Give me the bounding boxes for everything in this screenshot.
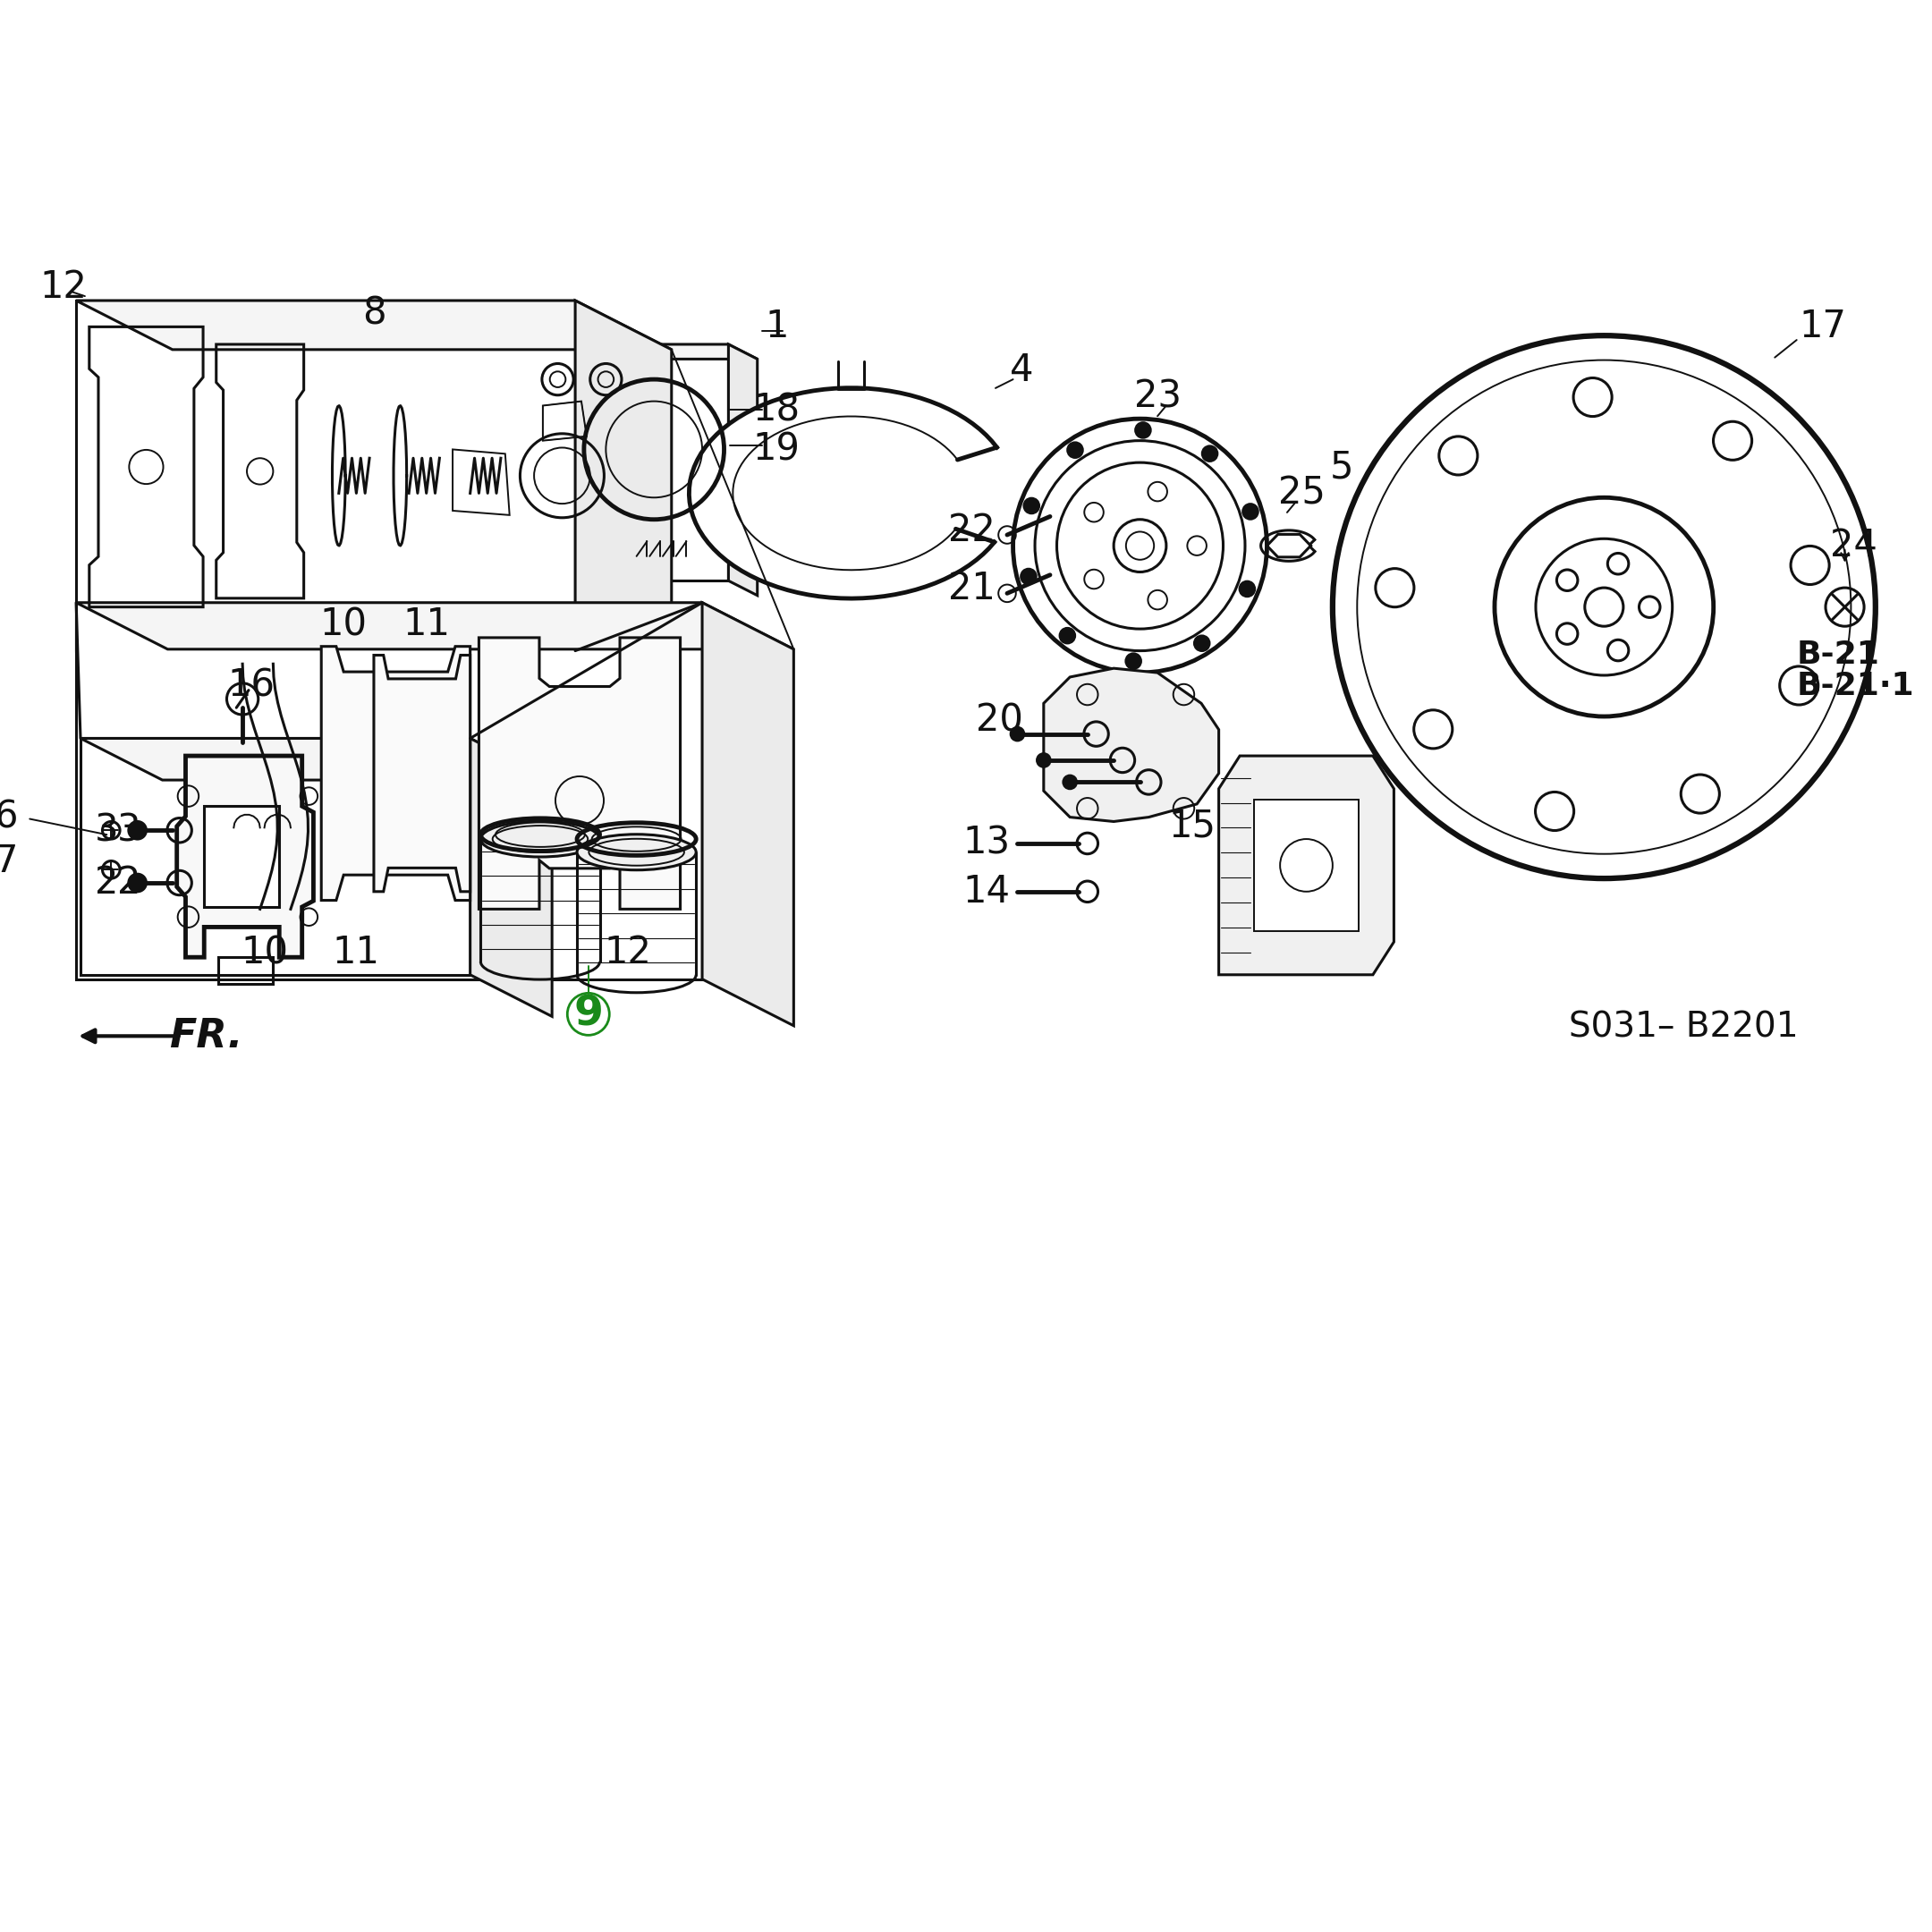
Circle shape (1024, 498, 1039, 514)
Circle shape (1194, 636, 1209, 651)
Text: FR.: FR. (168, 1016, 243, 1055)
Circle shape (1136, 423, 1151, 439)
Ellipse shape (578, 835, 696, 869)
Polygon shape (75, 603, 794, 649)
Circle shape (1037, 753, 1051, 767)
Text: 12: 12 (605, 933, 651, 972)
Text: 11: 11 (402, 607, 450, 643)
Text: 2: 2 (95, 864, 118, 902)
Ellipse shape (481, 821, 599, 858)
Text: 6: 6 (0, 798, 17, 837)
Text: 3: 3 (95, 811, 118, 848)
Circle shape (1059, 628, 1076, 643)
Text: 2: 2 (116, 864, 141, 902)
Circle shape (1238, 582, 1256, 597)
Circle shape (129, 821, 147, 838)
Polygon shape (178, 755, 313, 956)
Circle shape (1020, 568, 1036, 583)
Text: 19: 19 (753, 431, 800, 468)
Text: S031– B2201: S031– B2201 (1569, 1010, 1799, 1045)
Text: 4: 4 (1010, 352, 1034, 390)
Text: 21: 21 (949, 570, 995, 609)
Polygon shape (81, 738, 469, 976)
Text: 22: 22 (949, 512, 995, 549)
Polygon shape (321, 647, 469, 900)
Text: 5: 5 (1329, 448, 1352, 485)
Polygon shape (701, 603, 794, 1026)
Circle shape (1066, 442, 1084, 458)
Text: 1: 1 (765, 307, 788, 346)
Polygon shape (1254, 800, 1358, 931)
Text: 7: 7 (0, 842, 17, 879)
Text: 8: 8 (361, 296, 386, 332)
Text: 13: 13 (962, 825, 1010, 862)
Polygon shape (479, 638, 680, 910)
Text: 10: 10 (242, 933, 288, 972)
Polygon shape (728, 344, 757, 595)
Text: 3: 3 (116, 811, 141, 848)
Circle shape (1242, 504, 1258, 520)
Text: 11: 11 (332, 933, 381, 972)
Polygon shape (75, 603, 701, 980)
Text: 25: 25 (1279, 475, 1325, 512)
Polygon shape (576, 301, 672, 699)
Text: 14: 14 (962, 873, 1010, 910)
Text: 16: 16 (228, 667, 274, 705)
Text: 18: 18 (753, 390, 800, 429)
Text: 24: 24 (1830, 527, 1878, 564)
Polygon shape (75, 301, 672, 350)
Text: 10: 10 (319, 607, 367, 643)
Circle shape (1126, 653, 1142, 668)
Polygon shape (81, 738, 553, 781)
Text: 9: 9 (574, 995, 603, 1034)
Polygon shape (690, 388, 997, 599)
Text: 20: 20 (976, 701, 1024, 740)
Text: 17: 17 (1799, 307, 1847, 346)
Text: B-21·1: B-21·1 (1797, 670, 1915, 701)
Polygon shape (1043, 668, 1219, 821)
Polygon shape (75, 301, 576, 651)
Circle shape (1063, 775, 1076, 788)
Polygon shape (205, 806, 280, 906)
Circle shape (1202, 446, 1217, 462)
Text: 15: 15 (1169, 808, 1217, 844)
Polygon shape (1219, 755, 1393, 976)
Circle shape (1010, 726, 1024, 742)
Polygon shape (373, 655, 469, 891)
Polygon shape (469, 738, 553, 1016)
Text: 12: 12 (39, 269, 87, 305)
Text: 23: 23 (1134, 379, 1180, 415)
Polygon shape (510, 344, 757, 359)
Text: B-21: B-21 (1797, 639, 1880, 670)
Polygon shape (510, 344, 728, 582)
Circle shape (129, 873, 147, 891)
